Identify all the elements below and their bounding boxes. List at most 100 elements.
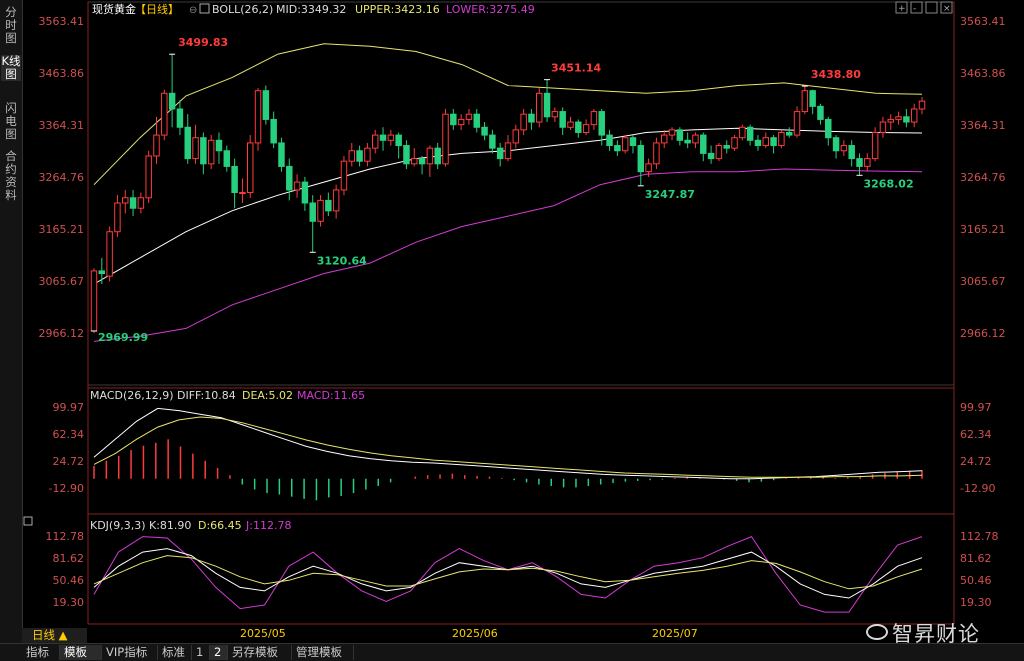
annotation-p2: 3451.14 bbox=[551, 62, 601, 75]
kdj-series bbox=[93, 535, 923, 613]
macd-dea-value: DEA:5.02 bbox=[242, 389, 293, 402]
price-annotations: 3499.83 3451.14 3438.80 3120.64 3247.87 3268.… bbox=[91, 36, 914, 344]
y-tick-left: 3165.21 bbox=[39, 223, 85, 236]
macd-series bbox=[93, 407, 923, 501]
candle-body bbox=[317, 199, 324, 222]
candle-body bbox=[575, 121, 582, 133]
boll-upper-line bbox=[93, 43, 923, 186]
y-tick-left: 3065.67 bbox=[39, 275, 85, 288]
candle-body bbox=[379, 134, 387, 141]
window-box-icon[interactable] bbox=[925, 1, 938, 14]
candle-body bbox=[450, 113, 457, 126]
minus-box-icon[interactable] bbox=[910, 1, 923, 14]
y-tick-left: 3463.86 bbox=[39, 67, 85, 80]
candle-body bbox=[286, 165, 293, 191]
tab-vip-indicators[interactable]: VIP指标 bbox=[102, 645, 158, 660]
macd-y-tick-right: -12.90 bbox=[960, 482, 995, 495]
sidebar-tab-kline[interactable]: K线图 bbox=[1, 54, 21, 81]
candle-body bbox=[325, 199, 332, 212]
y-tick-left: 3563.41 bbox=[39, 15, 85, 28]
candle-body bbox=[543, 92, 551, 118]
candle-body bbox=[520, 113, 527, 131]
window-controls: + - × bbox=[895, 1, 953, 14]
kdj-d-value: D:66.45 bbox=[198, 519, 242, 532]
candle-body bbox=[746, 126, 754, 141]
candle-body bbox=[309, 202, 316, 222]
main-y-axis: 3563.41 3563.41 3463.86 3463.86 3364.31 3364.… bbox=[39, 15, 1006, 340]
candle-body bbox=[879, 121, 887, 133]
candle-body bbox=[340, 160, 348, 191]
sidebar-tab-timeshare[interactable]: 分时图 bbox=[5, 5, 17, 45]
candle-body bbox=[223, 150, 231, 167]
tab-save-template[interactable]: 另存模板 bbox=[228, 645, 292, 660]
tab-template-2[interactable]: 2 bbox=[210, 645, 228, 660]
kdj-y-tick-right: 50.46 bbox=[960, 574, 992, 587]
sidebar-tab-flash[interactable]: 闪电图 bbox=[5, 101, 17, 141]
macd-y-tick-right: 62.34 bbox=[960, 428, 992, 441]
tab-manage-templates[interactable]: 管理模板 bbox=[292, 645, 354, 660]
macd-macd-value: MACD:11.65 bbox=[297, 389, 365, 402]
x-label-may: 2025/05 bbox=[240, 627, 286, 640]
indicator-settings-icon[interactable] bbox=[199, 3, 210, 14]
candle-body bbox=[161, 92, 168, 136]
kdj-y-tick-left: 19.30 bbox=[53, 596, 85, 609]
candle-body bbox=[887, 118, 894, 123]
candle-body bbox=[840, 145, 848, 152]
svg-text:+: + bbox=[898, 4, 906, 14]
annotation-p1: 3499.83 bbox=[178, 36, 228, 49]
candle-body bbox=[910, 108, 918, 123]
annotation-p5: 3247.87 bbox=[645, 188, 695, 201]
period-selector-button[interactable]: 日线 ▲ bbox=[22, 628, 87, 643]
candle-body bbox=[598, 111, 605, 136]
kdj-y-axis: 112.78 112.78 81.62 81.62 50.46 50.46 19.30 19.… bbox=[46, 530, 999, 609]
candle-body bbox=[332, 189, 340, 212]
main-panel-frame bbox=[87, 1, 955, 386]
boll-indicator-name: BOLL(26,2) bbox=[212, 3, 273, 16]
candle-body bbox=[129, 197, 137, 209]
candle-body bbox=[864, 158, 871, 167]
candle-body bbox=[825, 118, 832, 139]
candle-body bbox=[512, 129, 520, 144]
candle-body bbox=[270, 118, 277, 144]
candle-body bbox=[239, 192, 246, 195]
kdj-y-tick-right: 112.78 bbox=[960, 530, 999, 543]
candle-body bbox=[559, 111, 566, 128]
y-tick-right: 2966.12 bbox=[960, 327, 1006, 340]
bottom-toolbar: 指标 模板 VIP指标 标准 1 2 另存模板 管理模板 bbox=[0, 643, 1024, 661]
sidebar-tab-contract-info[interactable]: 合约资料 bbox=[5, 149, 17, 202]
candle-body bbox=[700, 134, 707, 154]
tab-templates[interactable]: 模板 bbox=[60, 645, 102, 660]
plus-box-icon[interactable] bbox=[895, 1, 908, 14]
boll-lines bbox=[93, 43, 923, 342]
candle-body bbox=[817, 105, 824, 120]
candle-body bbox=[90, 270, 98, 332]
candle-body bbox=[200, 137, 207, 165]
candle-body bbox=[481, 126, 488, 136]
candle-body bbox=[918, 100, 926, 110]
macd-y-tick-left: 24.72 bbox=[53, 455, 85, 468]
candle-body bbox=[848, 145, 855, 160]
candle-body bbox=[739, 126, 746, 139]
candle-body bbox=[801, 90, 809, 113]
macd-y-tick-left: -12.90 bbox=[49, 482, 84, 495]
candle-body bbox=[692, 134, 699, 144]
tab-indicators[interactable]: 指标 bbox=[22, 645, 60, 660]
svg-text:×: × bbox=[943, 4, 951, 14]
kdj-k-line bbox=[93, 548, 923, 599]
candle-body bbox=[660, 134, 668, 144]
close-box-icon[interactable] bbox=[940, 1, 953, 14]
candle-body bbox=[785, 131, 793, 136]
candle-body bbox=[809, 90, 816, 107]
candle-body bbox=[653, 142, 660, 165]
tab-standard[interactable]: 标准 bbox=[158, 645, 192, 660]
lock-icon[interactable]: ⊖ bbox=[189, 5, 197, 16]
candle-body bbox=[192, 137, 199, 160]
kdj-y-tick-left: 81.62 bbox=[53, 552, 85, 565]
kdj-settings-icon[interactable] bbox=[23, 516, 33, 526]
candle-body bbox=[668, 129, 676, 136]
candle-body bbox=[614, 145, 621, 152]
tab-template-1[interactable]: 1 bbox=[192, 645, 210, 660]
candle-body bbox=[184, 126, 191, 160]
candle-body bbox=[684, 139, 691, 144]
